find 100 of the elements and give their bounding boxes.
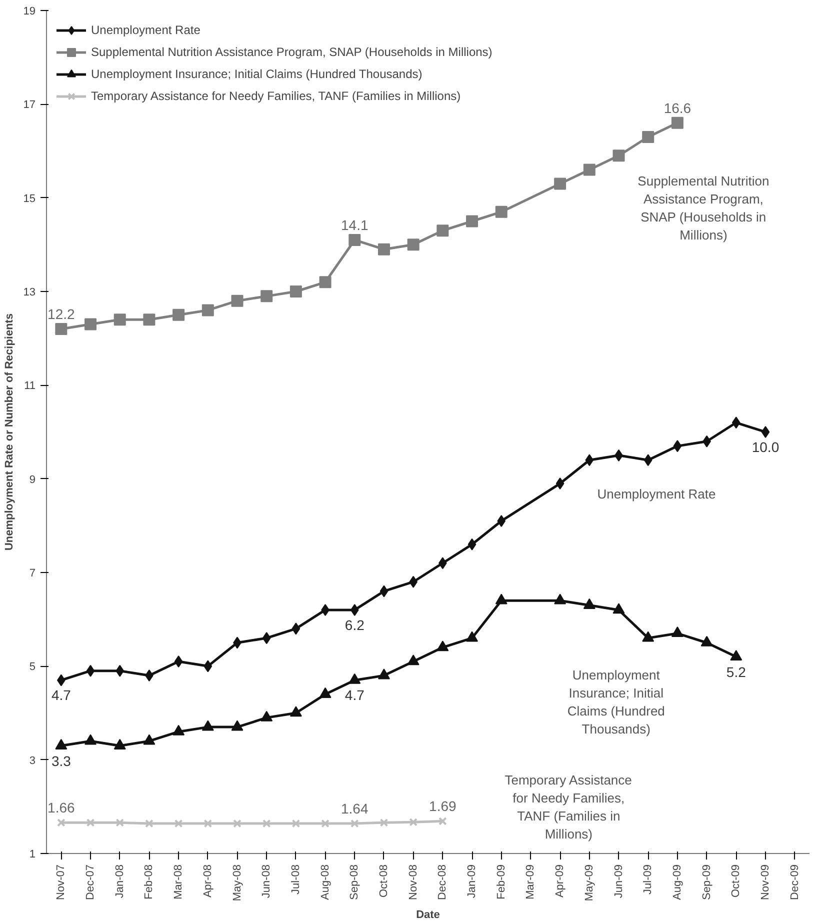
x-tick-label: Jan-09 bbox=[466, 864, 478, 898]
legend-label: Supplemental Nutrition Assistance Program, SNAP (Households in Millions) bbox=[91, 45, 492, 59]
point bbox=[378, 668, 390, 680]
point bbox=[556, 478, 564, 490]
x-tick-label: Jul-08 bbox=[290, 864, 302, 894]
point bbox=[290, 706, 302, 717]
x-tick-label: Feb-08 bbox=[143, 864, 156, 900]
x-tick-label: Jul-09 bbox=[642, 864, 654, 894]
data-label: 6.2 bbox=[344, 616, 365, 633]
point bbox=[116, 818, 124, 827]
x-tick-label: Sep-09 bbox=[700, 864, 713, 900]
y-tick-label: 11 bbox=[24, 380, 36, 392]
point bbox=[700, 636, 713, 646]
point bbox=[55, 322, 68, 335]
point bbox=[172, 308, 185, 321]
point bbox=[612, 150, 625, 162]
data-label: 16.6 bbox=[664, 100, 692, 116]
x-tick-label: Apr-08 bbox=[202, 864, 214, 898]
y-tick-label: 13 bbox=[23, 286, 36, 298]
annotation: Unemployment Insurance; Initial Claims (Hundred Thousands) bbox=[567, 667, 665, 736]
data-label: 1.69 bbox=[429, 798, 457, 814]
y-tick-label: 9 bbox=[29, 474, 36, 486]
point bbox=[319, 687, 332, 698]
x-tick-label: Sep-08 bbox=[348, 864, 361, 900]
y-tick-label: 19 bbox=[23, 6, 36, 18]
point bbox=[56, 818, 66, 827]
annotation: Unemployment Rate bbox=[597, 486, 716, 502]
point bbox=[495, 594, 508, 604]
point bbox=[466, 215, 478, 228]
annotation: Supplemental Nutrition Assistance Program, SNAP (Households in Millions) bbox=[638, 173, 770, 242]
point bbox=[172, 724, 185, 736]
point bbox=[730, 650, 742, 660]
point bbox=[260, 290, 273, 302]
point bbox=[233, 819, 242, 828]
point bbox=[86, 664, 95, 677]
point bbox=[202, 720, 214, 731]
x-tick-label: Aug-08 bbox=[319, 864, 332, 900]
point bbox=[262, 632, 271, 644]
point bbox=[380, 585, 388, 598]
data-label: 4.7 bbox=[51, 687, 72, 704]
point bbox=[321, 819, 330, 828]
point bbox=[114, 314, 126, 326]
point bbox=[204, 660, 212, 672]
point bbox=[262, 819, 271, 828]
point bbox=[468, 538, 476, 550]
annotation: Temporary Assistance for Needy Families, TANF (Families in Millions) bbox=[504, 772, 632, 842]
data-label: 1.64 bbox=[341, 800, 368, 817]
point bbox=[671, 626, 684, 638]
point bbox=[204, 819, 212, 828]
x-tick-label: Apr-09 bbox=[554, 864, 566, 898]
point bbox=[143, 734, 156, 745]
point bbox=[497, 514, 506, 527]
point bbox=[292, 819, 300, 828]
data-label: 1.66 bbox=[48, 800, 76, 816]
point bbox=[319, 276, 332, 288]
point bbox=[495, 206, 508, 218]
point bbox=[673, 440, 682, 452]
y-tick-label: 1 bbox=[29, 848, 36, 860]
data-label: 10.0 bbox=[752, 439, 780, 455]
point bbox=[348, 673, 361, 684]
y-axis-title: Unemployment Rate or Number of Recipients bbox=[3, 313, 16, 551]
point bbox=[84, 734, 97, 745]
point bbox=[407, 238, 420, 251]
point bbox=[554, 178, 566, 190]
point bbox=[350, 604, 359, 616]
x-tick-label: Oct-08 bbox=[378, 864, 390, 898]
point bbox=[231, 294, 244, 307]
point bbox=[612, 603, 625, 614]
y-tick-label: 5 bbox=[29, 661, 36, 674]
x-tick-label: Jun-09 bbox=[612, 864, 625, 898]
point bbox=[114, 738, 126, 750]
x-tick-label: May-09 bbox=[583, 864, 596, 902]
data-label: 14.1 bbox=[341, 216, 368, 233]
legend-label: Unemployment Insurance; Initial Claims (Hundred Thousands) bbox=[91, 67, 422, 81]
legend-label: Unemployment Rate bbox=[91, 23, 200, 37]
point bbox=[671, 116, 684, 129]
x-tick-label: Mar-08 bbox=[172, 864, 185, 900]
point bbox=[644, 454, 652, 466]
x-tick-label: May-08 bbox=[231, 864, 244, 902]
x-tick-label: Nov-09 bbox=[759, 864, 772, 900]
point bbox=[350, 819, 359, 828]
y-tick-label: 3 bbox=[29, 754, 36, 767]
point bbox=[143, 314, 156, 326]
point bbox=[292, 622, 300, 635]
x-tick-label: Feb-09 bbox=[495, 864, 508, 900]
point bbox=[231, 720, 244, 731]
point bbox=[202, 304, 214, 316]
data-label: 5.2 bbox=[726, 664, 746, 680]
point bbox=[409, 818, 418, 826]
point bbox=[260, 710, 273, 722]
point bbox=[585, 454, 594, 466]
x-tick-label: Jun-08 bbox=[260, 864, 273, 898]
point bbox=[86, 818, 95, 827]
point bbox=[290, 286, 302, 298]
point bbox=[116, 664, 124, 677]
x-tick-label: Nov-08 bbox=[407, 864, 420, 900]
point bbox=[348, 234, 361, 246]
point bbox=[583, 164, 596, 176]
x-tick-label: Dec-09 bbox=[788, 864, 801, 900]
point bbox=[761, 426, 770, 438]
